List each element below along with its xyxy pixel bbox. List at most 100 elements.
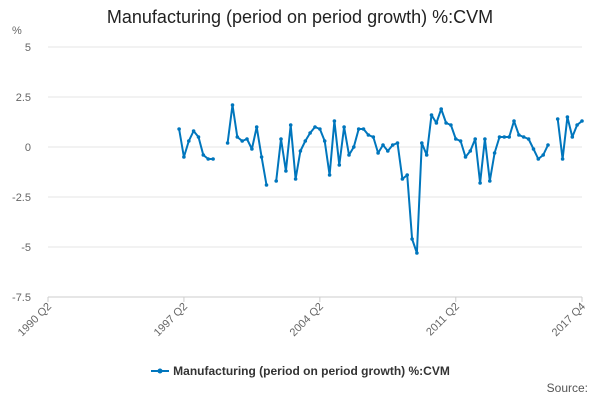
data-point[interactable] xyxy=(458,139,463,143)
series-line xyxy=(178,104,583,254)
gridlines xyxy=(48,46,582,298)
y-tick-label: -7.5 xyxy=(12,292,31,304)
data-point[interactable] xyxy=(337,163,342,167)
data-point[interactable] xyxy=(478,181,482,185)
data-point[interactable] xyxy=(454,137,458,141)
data-point[interactable] xyxy=(356,127,361,131)
data-point[interactable] xyxy=(366,133,371,137)
data-point[interactable] xyxy=(517,133,521,137)
data-point[interactable] xyxy=(240,139,244,143)
data-point[interactable] xyxy=(434,121,439,125)
data-point[interactable] xyxy=(352,145,356,149)
legend-swatch-icon xyxy=(151,368,170,374)
data-point[interactable] xyxy=(235,135,240,139)
data-point[interactable] xyxy=(502,135,507,139)
data-point[interactable] xyxy=(507,135,512,139)
data-point[interactable] xyxy=(206,157,210,161)
data-point[interactable] xyxy=(473,137,478,141)
x-tick-label: 2011 Q2 xyxy=(424,301,462,339)
data-point[interactable] xyxy=(492,151,497,155)
data-point[interactable] xyxy=(230,103,235,107)
data-point[interactable] xyxy=(308,131,312,135)
x-axis: 1990 Q2 1997 Q2 2004 Q2 2011 Q2 2017 Q4 xyxy=(16,296,588,339)
data-point[interactable] xyxy=(483,137,487,141)
data-point[interactable] xyxy=(274,179,279,183)
data-point[interactable] xyxy=(424,153,429,157)
data-point[interactable] xyxy=(395,141,400,145)
data-point[interactable] xyxy=(570,135,575,139)
data-point[interactable] xyxy=(347,153,351,157)
data-point[interactable] xyxy=(497,135,502,139)
y-tick-label: 0 xyxy=(25,142,31,154)
y-axis: -7.5 -5 -2.5 0 2.5 5 xyxy=(12,42,31,304)
data-point[interactable] xyxy=(386,149,390,153)
data-point[interactable] xyxy=(541,153,545,157)
data-point[interactable] xyxy=(245,137,249,141)
data-point[interactable] xyxy=(187,139,191,143)
data-point[interactable] xyxy=(536,157,541,161)
data-point[interactable] xyxy=(560,157,565,161)
data-point[interactable] xyxy=(196,135,201,139)
data-point[interactable] xyxy=(225,141,230,145)
data-point[interactable] xyxy=(580,119,584,123)
x-tick-label: 1990 Q2 xyxy=(16,301,54,339)
data-point[interactable] xyxy=(177,127,181,131)
data-point[interactable] xyxy=(565,115,570,119)
data-point[interactable] xyxy=(381,143,385,147)
data-point[interactable] xyxy=(211,157,215,161)
data-point[interactable] xyxy=(468,149,473,153)
data-point[interactable] xyxy=(288,123,293,127)
data-point[interactable] xyxy=(555,117,560,121)
data-point[interactable] xyxy=(449,123,453,127)
data-point[interactable] xyxy=(342,125,346,129)
data-point[interactable] xyxy=(298,149,303,153)
data-point[interactable] xyxy=(512,119,516,123)
data-point[interactable] xyxy=(371,135,376,139)
series-layer xyxy=(177,103,584,255)
data-point[interactable] xyxy=(439,107,444,111)
x-tick-label: 2017 Q4 xyxy=(550,301,588,339)
data-point[interactable] xyxy=(390,143,395,147)
data-point[interactable] xyxy=(284,169,288,173)
data-point[interactable] xyxy=(191,129,196,133)
data-point[interactable] xyxy=(444,121,448,125)
y-tick-label: -2.5 xyxy=(12,192,31,204)
data-point[interactable] xyxy=(313,125,317,129)
data-point[interactable] xyxy=(405,173,410,177)
data-point[interactable] xyxy=(303,139,308,143)
source-label: Source: xyxy=(546,381,588,395)
data-point[interactable] xyxy=(250,147,254,151)
data-point[interactable] xyxy=(201,153,206,157)
data-point[interactable] xyxy=(531,147,536,151)
data-point[interactable] xyxy=(463,155,468,159)
data-point[interactable] xyxy=(264,183,269,187)
data-point[interactable] xyxy=(376,151,380,155)
data-point[interactable] xyxy=(521,135,526,139)
data-point[interactable] xyxy=(327,173,332,177)
data-point[interactable] xyxy=(361,127,366,131)
chart-title: Manufacturing (period on period growth) … xyxy=(106,7,494,27)
data-point[interactable] xyxy=(429,113,434,117)
data-point[interactable] xyxy=(526,137,531,141)
data-point[interactable] xyxy=(410,237,414,241)
data-point[interactable] xyxy=(318,127,322,131)
data-point[interactable] xyxy=(420,141,424,145)
data-point[interactable] xyxy=(546,143,550,147)
x-tick-label: 2004 Q2 xyxy=(288,301,326,339)
data-point[interactable] xyxy=(415,251,419,255)
data-point[interactable] xyxy=(322,139,327,143)
data-point[interactable] xyxy=(400,177,405,181)
data-point[interactable] xyxy=(259,155,264,159)
data-point[interactable] xyxy=(575,123,579,127)
data-point[interactable] xyxy=(182,155,186,159)
data-point[interactable] xyxy=(279,137,283,141)
data-point[interactable] xyxy=(293,177,298,181)
data-point[interactable] xyxy=(332,119,337,123)
y-tick-label: -5 xyxy=(21,242,31,254)
x-tick-label: 1997 Q2 xyxy=(152,301,190,339)
data-point[interactable] xyxy=(254,125,259,129)
y-axis-unit-label: % xyxy=(12,25,22,37)
data-point[interactable] xyxy=(488,179,492,183)
legend[interactable]: Manufacturing (period on period growth) … xyxy=(0,364,600,378)
